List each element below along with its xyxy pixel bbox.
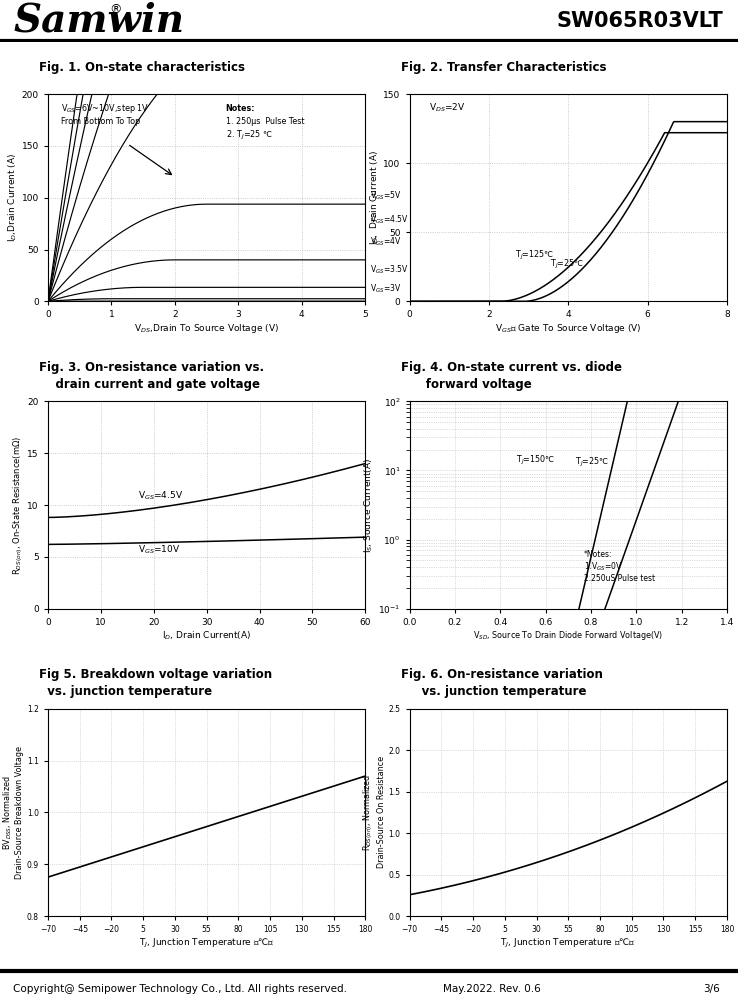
Text: 1. 250μs  Pulse Test: 1. 250μs Pulse Test xyxy=(226,117,304,126)
Text: drain current and gate voltage: drain current and gate voltage xyxy=(39,378,261,391)
Text: vs. junction temperature: vs. junction temperature xyxy=(39,685,213,698)
Text: May.2022. Rev. 0.6: May.2022. Rev. 0.6 xyxy=(443,984,540,994)
X-axis label: I$_D$, Drain Current(A): I$_D$, Drain Current(A) xyxy=(162,629,252,642)
Y-axis label: R$_{DS(on)}$, Normalized
Drain-Source On Resistance: R$_{DS(on)}$, Normalized Drain-Source On… xyxy=(362,756,386,868)
Text: V$_{GS}$=10V: V$_{GS}$=10V xyxy=(138,543,180,556)
Y-axis label: BV$_{DSS}$, Normalized
Drain-Source Breakdown Voltage: BV$_{DSS}$, Normalized Drain-Source Brea… xyxy=(1,746,24,879)
Text: 1.V$_{GS}$=0V: 1.V$_{GS}$=0V xyxy=(584,560,623,573)
Text: T$_J$=125℃: T$_J$=125℃ xyxy=(514,249,554,262)
Text: V$_{DS}$=2V: V$_{DS}$=2V xyxy=(429,102,466,114)
Text: Fig. 2. Transfer Characteristics: Fig. 2. Transfer Characteristics xyxy=(401,61,607,74)
Text: vs. junction temperature: vs. junction temperature xyxy=(401,685,587,698)
Text: V$_{GS}$=5V: V$_{GS}$=5V xyxy=(370,189,402,202)
Text: 2. T$_J$=25 ℃: 2. T$_J$=25 ℃ xyxy=(226,129,272,142)
Text: T$_J$=25℃: T$_J$=25℃ xyxy=(551,258,584,271)
Text: V$_{GS}$=4.5V: V$_{GS}$=4.5V xyxy=(370,213,409,226)
Text: V$_{GS}$=3V: V$_{GS}$=3V xyxy=(370,283,401,295)
Text: Fig 5. Breakdown voltage variation: Fig 5. Breakdown voltage variation xyxy=(39,668,272,681)
Text: T$_J$=25℃: T$_J$=25℃ xyxy=(575,456,610,469)
Y-axis label: I$_D$,Drain Current (A): I$_D$,Drain Current (A) xyxy=(7,153,19,242)
Text: Fig. 1. On-state characteristics: Fig. 1. On-state characteristics xyxy=(39,61,246,74)
Text: SW065R03VLT: SW065R03VLT xyxy=(556,11,723,31)
Text: Samwin: Samwin xyxy=(13,1,184,39)
X-axis label: V$_{DS}$,Drain To Source Voltage (V): V$_{DS}$,Drain To Source Voltage (V) xyxy=(134,322,279,335)
Text: V$_{GS}$=4.5V: V$_{GS}$=4.5V xyxy=(138,490,183,502)
Y-axis label: I$_{S}$, Source Current(A): I$_{S}$, Source Current(A) xyxy=(363,457,376,553)
X-axis label: T$_J$, Junction Temperature （℃）: T$_J$, Junction Temperature （℃） xyxy=(139,937,275,950)
Text: 3/6: 3/6 xyxy=(703,984,720,994)
X-axis label: V$_{GS}$， Gate To Source Voltage (V): V$_{GS}$， Gate To Source Voltage (V) xyxy=(495,322,641,335)
Text: V$_{GS}$=3.5V: V$_{GS}$=3.5V xyxy=(370,264,409,276)
Text: Fig. 6. On-resistance variation: Fig. 6. On-resistance variation xyxy=(401,668,603,681)
Text: 2.250uS Pulse test: 2.250uS Pulse test xyxy=(584,574,655,583)
Text: *Notes:: *Notes: xyxy=(584,550,613,559)
Text: From Bottom To Top: From Bottom To Top xyxy=(61,117,140,126)
Text: Notes:: Notes: xyxy=(226,104,255,113)
Text: ®: ® xyxy=(109,3,122,16)
Y-axis label: I$_{D}$,  Drain Current (A): I$_{D}$, Drain Current (A) xyxy=(368,150,381,245)
X-axis label: V$_{SD}$, Source To Drain Diode Forward Voltage(V): V$_{SD}$, Source To Drain Diode Forward … xyxy=(473,629,663,642)
Text: V$_{GS}$=4V: V$_{GS}$=4V xyxy=(370,236,402,248)
Y-axis label: R$_{DS(on)}$, On-State Resistance(mΩ): R$_{DS(on)}$, On-State Resistance(mΩ) xyxy=(11,435,24,575)
X-axis label: T$_J$, Junction Temperature （℃）: T$_J$, Junction Temperature （℃） xyxy=(500,937,636,950)
Text: Fig. 4. On-state current vs. diode: Fig. 4. On-state current vs. diode xyxy=(401,361,622,374)
Text: Copyright@ Semipower Technology Co., Ltd. All rights reserved.: Copyright@ Semipower Technology Co., Ltd… xyxy=(13,984,348,994)
Text: forward voltage: forward voltage xyxy=(401,378,532,391)
Text: T$_J$=150℃: T$_J$=150℃ xyxy=(516,454,556,467)
Text: V$_{GS}$=6V~10V,step 1V: V$_{GS}$=6V~10V,step 1V xyxy=(61,102,149,115)
Text: Fig. 3. On-resistance variation vs.: Fig. 3. On-resistance variation vs. xyxy=(39,361,264,374)
